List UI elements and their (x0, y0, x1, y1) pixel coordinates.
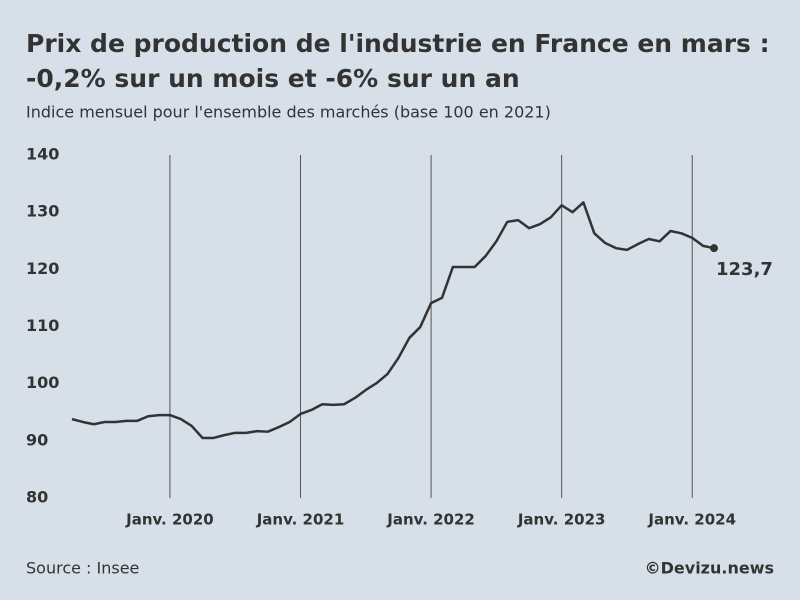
credit: ©Devizu.news (645, 559, 774, 578)
source: Source : Insee (26, 559, 139, 578)
y-tick-label: 80 (26, 488, 48, 507)
chart-title: -0,2% sur un mois et -6% sur un an (26, 64, 520, 93)
line (71, 201, 715, 440)
y-tick-label: 140 (26, 145, 59, 164)
data-label: 123,7 (716, 259, 773, 280)
x-tick-label: Janv. 2023 (517, 511, 606, 529)
chart-title: Prix de production de l'industrie en Fra… (26, 29, 770, 58)
y-tick-label: 90 (26, 430, 48, 449)
y-tick-label: 120 (26, 259, 59, 278)
y-tick-label: 110 (26, 316, 59, 335)
x-tick-label: Janv. 2022 (386, 511, 475, 529)
y-tick-label: 130 (26, 202, 59, 221)
x-tick-label: Janv. 2024 (647, 511, 736, 529)
x-tick-label: Janv. 2020 (125, 511, 214, 529)
point (710, 244, 718, 253)
chart-subtitle: Indice mensuel pour l'ensemble des march… (26, 103, 551, 122)
y-tick-label: 100 (26, 373, 59, 392)
x-tick-label: Janv. 2021 (256, 511, 345, 529)
